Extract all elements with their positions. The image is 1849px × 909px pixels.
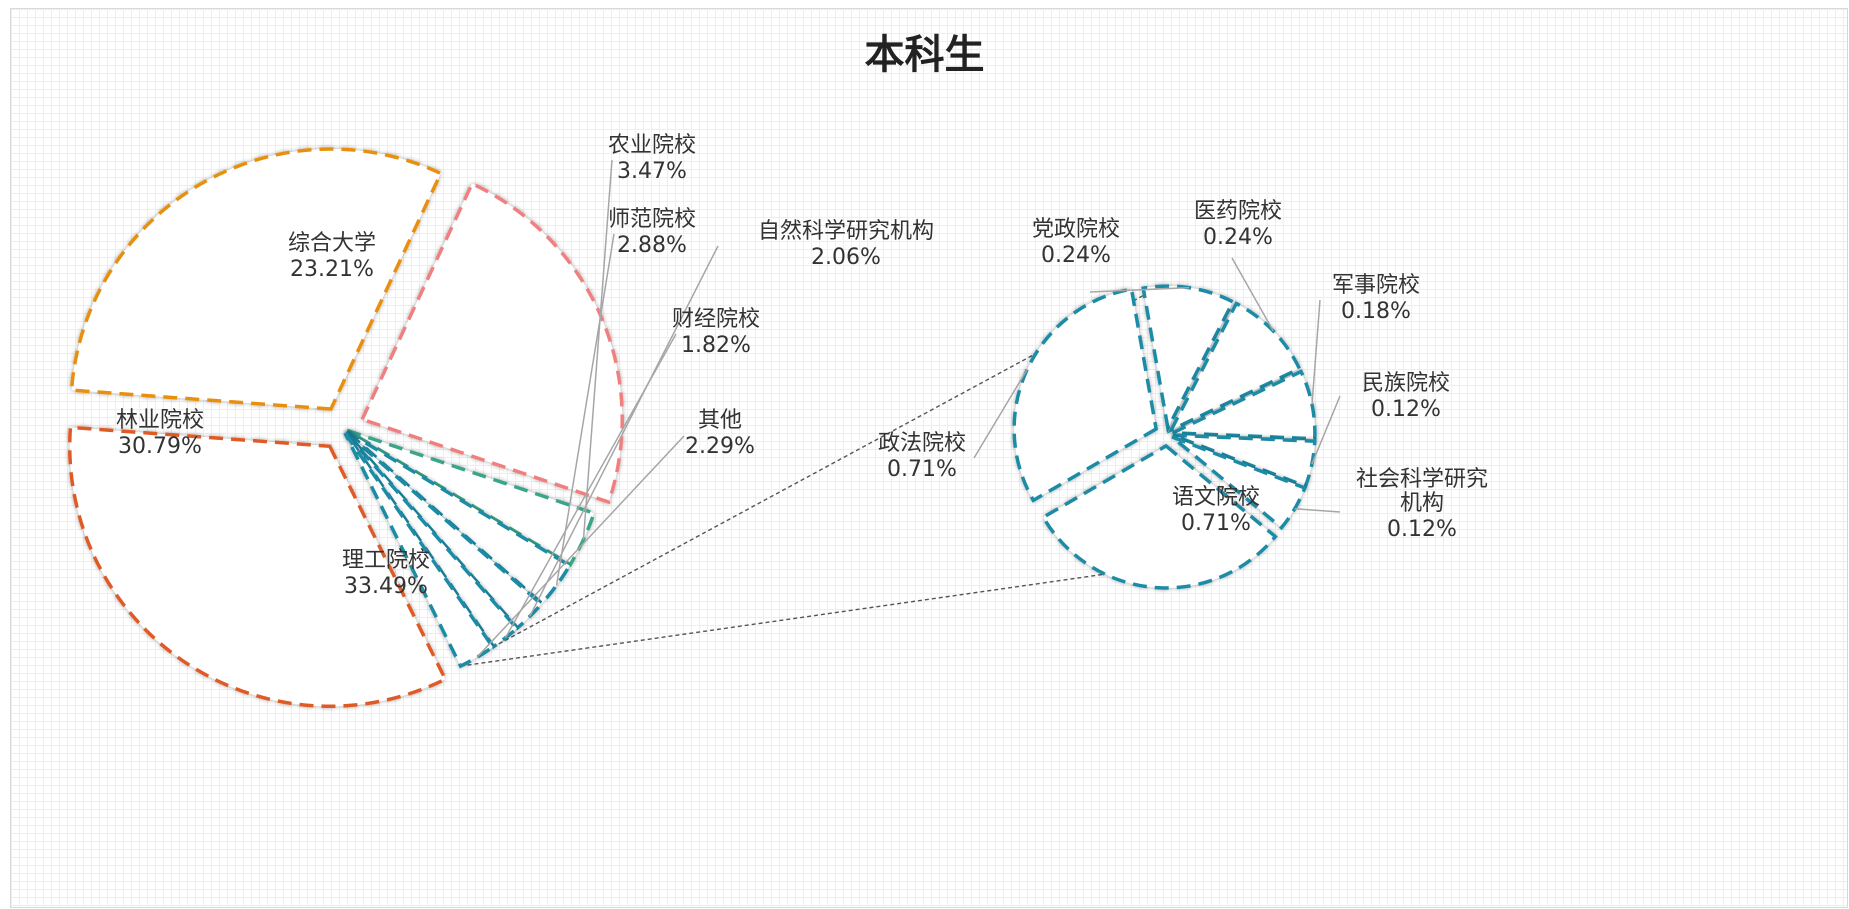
- label-category-e8b4a2e7bb8fe999a2e6a0a1: 财经院校: [672, 307, 760, 332]
- label-value-e8b4a2e7bb8fe999a2e6a0a1: 1.82%: [681, 333, 751, 358]
- slice-e5b888e88c83e999a2e6a0a1: [345, 430, 573, 606]
- pie-slices: [68, 147, 1317, 709]
- label-value-e585b6e4bb96: 2.29%: [685, 434, 755, 459]
- label-value-e58cbbe88dafe999a2e6a0a1: 0.24%: [1203, 225, 1273, 250]
- secondary-leader-line-e5869be4ba8be999a2e6a0a1: [1311, 299, 1321, 405]
- leader-lines: [476, 159, 1341, 658]
- slice-e69e97e4b89ae999a2e6a0a1: [69, 147, 444, 411]
- label-category-e7bbbce59088e5a4a7e5ada6: 综合大学: [288, 231, 376, 256]
- secondary-slice-e58cbbe88dafe999a2e6a0a1: [1167, 301, 1302, 434]
- label-value-e5859ae694bfe999a2e6a0a1: 0.24%: [1041, 243, 1111, 268]
- secondary-leader-line-e58cbbe88dafe999a2e6a0a1: [1231, 257, 1274, 332]
- label-category-e694bfe6b395e999a2e6a0a1: 政法院校: [878, 431, 966, 456]
- secondary-leader-line-e694bfe6b395e999a2e6a0a1: [973, 368, 1028, 459]
- label-category-e887aae784b6e7a791e5ada6e7a094e7a9b6e69cbae69e84: 自然科学研究机构: [758, 219, 934, 244]
- label-category-e585b6e4bb96: 其他: [698, 408, 742, 433]
- leader-line-e5b888e88c83e999a2e6a0a1: [555, 233, 615, 586]
- label-value-e8afade69687e999a2e6a0a1: 0.71%: [1181, 511, 1251, 536]
- label-value-e7bbbce59088e5a4a7e5ada6: 23.21%: [290, 257, 374, 282]
- label-category-e5869be4ba8be999a2e6a0a1: 军事院校: [1332, 273, 1420, 298]
- leader-line-e5869ce4b89ae999a2e6a0a1: [582, 159, 613, 540]
- label-category-e7a4bee4bc9ae7a791e5ada6e7a094e7a9b6e69cbae69e84-line2: 机构: [1400, 491, 1444, 516]
- label-category-e5869ce4b89ae999a2e6a0a1: 农业院校: [608, 133, 696, 158]
- secondary-slice-e5869be4ba8be999a2e6a0a1: [1172, 369, 1317, 441]
- secondary-leader-line-e6b091e6978fe999a2e6a0a1: [1311, 395, 1341, 465]
- label-category-e69e97e4b89ae999a2e6a0a1: 林业院校: [116, 408, 204, 433]
- label-value-e79086e5b7a5e999a2e6a0a1: 33.49%: [344, 574, 428, 599]
- secondary-slice-e8afade69687e999a2e6a0a1: [1040, 443, 1278, 590]
- leader-line-e887aae784b6e7a791e5ada6e7a094e7a9b6e69cbae69e84: [529, 245, 719, 617]
- leader-line-e585b6e4bb96: [476, 435, 685, 658]
- leader-line-e8b4a2e7bb8fe999a2e6a0a1: [504, 333, 677, 639]
- label-value-e694bfe6b395e999a2e6a0a1: 0.71%: [887, 457, 957, 482]
- slice-e79086e5b7a5e999a2e6a0a1: [68, 425, 448, 709]
- connector-line-bottom: [460, 569, 1135, 667]
- label-category-e8afade69687e999a2e6a0a1: 语文院校: [1172, 485, 1260, 510]
- label-category-e5859ae694bfe999a2e6a0a1: 党政院校: [1032, 217, 1120, 242]
- label-category-e7a4bee4bc9ae7a791e5ada6e7a094e7a9b6e69cbae69e84: 社会科学研究: [1356, 467, 1488, 492]
- label-value-e7a4bee4bc9ae7a791e5ada6e7a094e7a9b6e69cbae69e84: 0.12%: [1387, 517, 1457, 542]
- slice-e585b6e4bb96: [343, 432, 496, 669]
- label-category-e6b091e6978fe999a2e6a0a1: 民族院校: [1362, 371, 1450, 396]
- secondary-slice-e7a4bee4bc9ae7a791e5ada6e7a094e7a9b6e69cbae69e84: [1171, 435, 1307, 531]
- label-category-e5b888e88c83e999a2e6a0a1: 师范院校: [608, 207, 696, 232]
- secondary-slice-e5859ae694bfe999a2e6a0a1: [1141, 284, 1236, 434]
- secondary-slice-e694bfe6b395e999a2e6a0a1: [1012, 287, 1159, 503]
- label-value-e5869ce4b89ae999a2e6a0a1: 3.47%: [617, 159, 687, 184]
- secondary-leader-line-e7a4bee4bc9ae7a791e5ada6e7a094e7a9b6e69cbae69e84: [1294, 508, 1341, 513]
- label-value-e5869be4ba8be999a2e6a0a1: 0.18%: [1341, 299, 1411, 324]
- label-category-e79086e5b7a5e999a2e6a0a1: 理工院校: [342, 548, 430, 573]
- secondary-leader-line-e5859ae694bfe999a2e6a0a1: [1089, 286, 1190, 293]
- label-value-e69e97e4b89ae999a2e6a0a1: 30.79%: [118, 434, 202, 459]
- chart-title: 本科生: [864, 31, 985, 78]
- label-value-e5b888e88c83e999a2e6a0a1: 2.88%: [617, 233, 687, 258]
- secondary-slice-e6b091e6978fe999a2e6a0a1: [1172, 433, 1317, 489]
- label-category-e58cbbe88dafe999a2e6a0a1: 医药院校: [1194, 199, 1282, 224]
- label-value-e887aae784b6e7a791e5ada6e7a094e7a9b6e69cbae69e84: 2.06%: [811, 245, 881, 270]
- label-value-e6b091e6978fe999a2e6a0a1: 0.12%: [1371, 397, 1441, 422]
